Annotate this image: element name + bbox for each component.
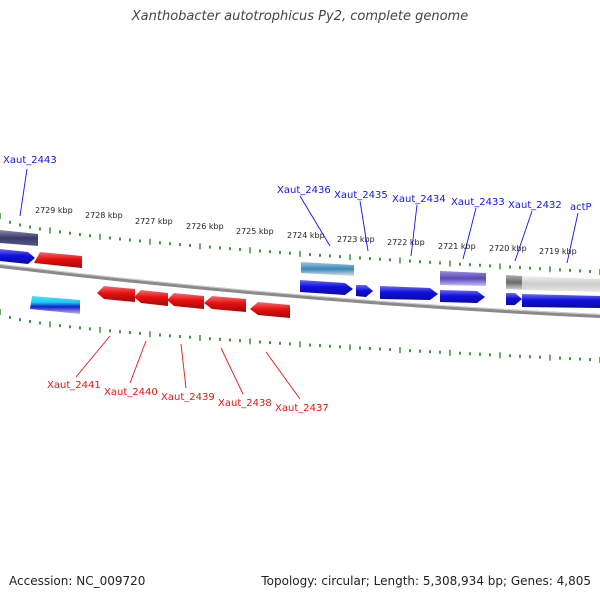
leader-line xyxy=(19,168,28,217)
gene-label[interactable]: Xaut_2438 xyxy=(218,398,272,409)
leader-line xyxy=(180,343,187,389)
gene-xaut-2441-shaded[interactable] xyxy=(34,252,82,268)
gene-xaut-2443[interactable] xyxy=(0,249,35,264)
leader-line xyxy=(129,340,147,384)
gene-actp[interactable] xyxy=(522,294,600,308)
forward-gene-labels: Xaut_2443 Xaut_2436 Xaut_2435 Xaut_2434 … xyxy=(3,155,592,213)
reverse-gene-labels: Xaut_2441 Xaut_2440 Xaut_2439 Xaut_2438 … xyxy=(47,380,329,414)
scale-labels: 2729 kbp 2728 kbp 2727 kbp 2726 kbp 2725… xyxy=(35,206,577,256)
scale-ticks xyxy=(0,213,600,363)
gene-xaut-2440b[interactable] xyxy=(134,290,168,306)
scale-label: 2727 kbp xyxy=(135,217,173,226)
leader-line xyxy=(462,207,477,260)
gene-xaut-2436-shaded[interactable] xyxy=(301,262,354,276)
gene-label[interactable]: Xaut_2433 xyxy=(451,197,505,208)
gene-xaut-2439[interactable] xyxy=(167,293,204,309)
gene-xaut-2432[interactable] xyxy=(506,293,522,305)
gene-xaut-2433[interactable] xyxy=(440,290,485,303)
forward-strand xyxy=(0,230,600,308)
reverse-leaders xyxy=(75,335,301,400)
gene-xaut-2441[interactable] xyxy=(30,296,80,314)
scale-label: 2724 kbp xyxy=(287,231,325,240)
gene-label[interactable]: Xaut_2434 xyxy=(392,194,446,205)
genome-backbone-highlight xyxy=(0,264,600,315)
gene-xaut-2437[interactable] xyxy=(250,302,290,318)
leader-line xyxy=(566,212,579,264)
gene-xaut-2436[interactable] xyxy=(300,280,353,295)
scale-label: 2729 kbp xyxy=(35,206,73,215)
gene-xaut-2443-shaded[interactable] xyxy=(0,230,38,246)
scale-label: 2728 kbp xyxy=(85,211,123,220)
scale-label: 2725 kbp xyxy=(236,227,274,236)
gene-xaut-2435[interactable] xyxy=(356,285,373,297)
gene-label[interactable]: Xaut_2443 xyxy=(3,155,57,166)
accession-text: Accession: NC_009720 xyxy=(9,574,146,588)
gene-label[interactable]: Xaut_2439 xyxy=(161,392,215,403)
gene-label[interactable]: Xaut_2437 xyxy=(275,403,329,414)
scale-label: 2722 kbp xyxy=(387,238,425,247)
gene-xaut-2434[interactable] xyxy=(380,286,438,300)
scale-label: 2721 kbp xyxy=(438,242,476,251)
genome-backbone xyxy=(0,264,600,318)
leader-line xyxy=(514,210,533,262)
gene-xaut-2433-shaded[interactable] xyxy=(440,271,486,286)
leader-line xyxy=(265,351,301,400)
gene-label[interactable]: actP xyxy=(570,202,592,213)
scale-label: 2720 kbp xyxy=(489,244,527,253)
gene-actp-shaded[interactable] xyxy=(522,276,600,292)
gene-xaut-2438[interactable] xyxy=(204,296,246,312)
gene-xaut-2432-shaded[interactable] xyxy=(506,275,522,290)
genome-summary-text: Topology: circular; Length: 5,308,934 bp… xyxy=(261,574,591,588)
scale-label: 2726 kbp xyxy=(186,222,224,231)
map-title: Xanthobacter autotrophicus Py2, complete… xyxy=(131,9,469,24)
gene-xaut-2440[interactable] xyxy=(97,286,135,302)
scale-label: 2723 kbp xyxy=(337,235,375,244)
gene-label[interactable]: Xaut_2441 xyxy=(47,380,101,391)
forward-leaders xyxy=(19,168,579,264)
leader-line xyxy=(359,200,369,252)
leader-line xyxy=(299,195,331,247)
leader-line xyxy=(220,347,244,395)
gene-label[interactable]: Xaut_2435 xyxy=(334,190,388,201)
gene-label[interactable]: Xaut_2432 xyxy=(508,200,562,211)
leader-line xyxy=(410,204,418,257)
reverse-strand xyxy=(30,252,290,318)
leader-line xyxy=(75,335,111,378)
gene-label[interactable]: Xaut_2440 xyxy=(104,387,158,398)
gene-label[interactable]: Xaut_2436 xyxy=(277,185,331,196)
scale-label: 2719 kbp xyxy=(539,247,577,256)
